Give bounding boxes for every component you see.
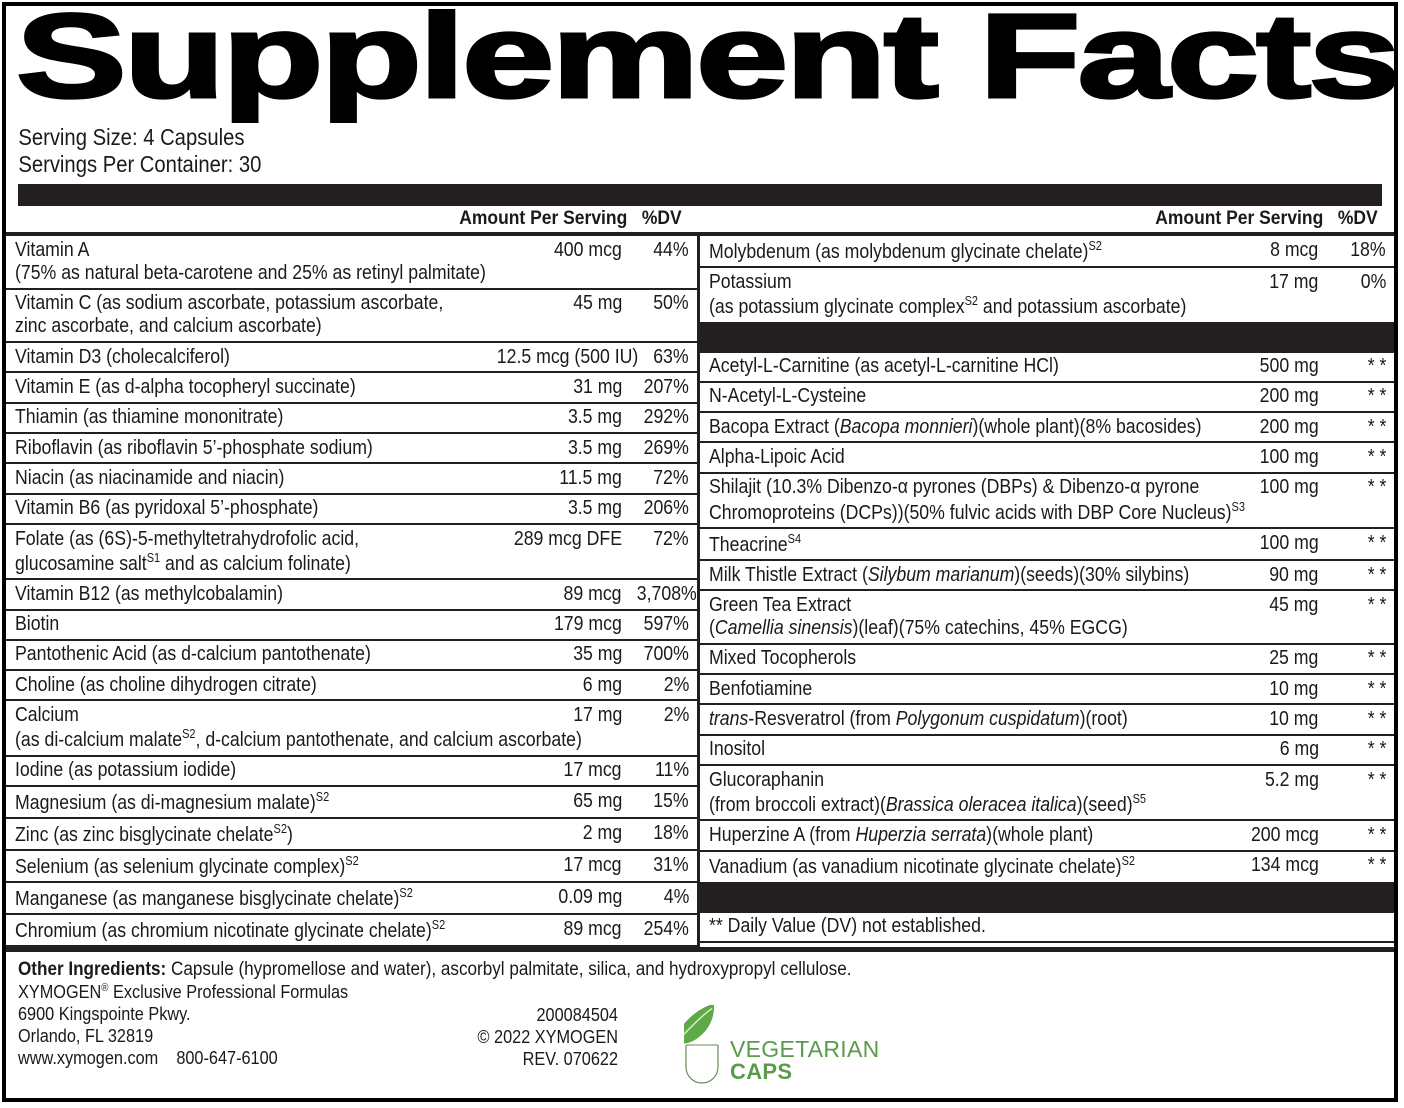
svg-text:CAPS: CAPS xyxy=(730,1059,792,1084)
